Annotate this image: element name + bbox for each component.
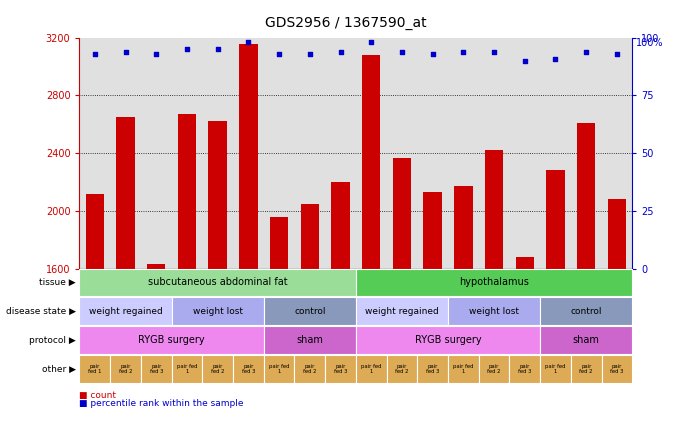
Text: ■ count: ■ count — [79, 392, 117, 400]
Text: sham: sham — [296, 335, 323, 345]
Text: 100%: 100% — [636, 38, 663, 48]
Point — [519, 57, 530, 64]
Text: weight lost: weight lost — [193, 307, 243, 316]
Bar — [547, 170, 565, 269]
Text: sham: sham — [573, 335, 600, 345]
Text: pair
fed 2: pair fed 2 — [211, 364, 225, 374]
Bar — [209, 122, 227, 269]
Point — [274, 50, 285, 57]
Text: pair
fed 2: pair fed 2 — [303, 364, 316, 374]
Bar — [178, 114, 196, 269]
Point — [335, 48, 346, 55]
Point — [612, 50, 623, 57]
Text: control: control — [571, 307, 602, 316]
Text: pair
fed 3: pair fed 3 — [149, 364, 163, 374]
Point — [489, 48, 500, 55]
Bar — [577, 123, 596, 269]
Bar — [515, 257, 534, 269]
Point — [89, 50, 100, 57]
Bar — [239, 44, 258, 269]
Bar — [392, 158, 411, 269]
Text: pair
fed 3: pair fed 3 — [334, 364, 347, 374]
Text: GDS2956 / 1367590_at: GDS2956 / 1367590_at — [265, 16, 426, 30]
Point — [212, 46, 223, 53]
Bar — [301, 204, 319, 269]
Bar — [607, 199, 626, 269]
Bar — [424, 192, 442, 269]
Point — [366, 39, 377, 46]
Text: RYGB surgery: RYGB surgery — [138, 335, 205, 345]
Bar — [270, 217, 288, 269]
Text: pair fed
1: pair fed 1 — [269, 364, 290, 374]
Text: tissue ▶: tissue ▶ — [39, 278, 76, 287]
Point — [427, 50, 438, 57]
Point — [397, 48, 408, 55]
Bar — [331, 182, 350, 269]
Text: weight regained: weight regained — [365, 307, 439, 316]
Bar — [116, 117, 135, 269]
Bar — [362, 55, 381, 269]
Text: weight regained: weight regained — [88, 307, 162, 316]
Bar — [147, 264, 165, 269]
Text: pair fed
1: pair fed 1 — [453, 364, 473, 374]
Text: pair
fed 3: pair fed 3 — [242, 364, 255, 374]
Point — [120, 48, 131, 55]
Text: pair
fed 1: pair fed 1 — [88, 364, 102, 374]
Text: pair
fed 2: pair fed 2 — [395, 364, 408, 374]
Point — [580, 48, 591, 55]
Bar — [86, 194, 104, 269]
Text: subcutaneous abdominal fat: subcutaneous abdominal fat — [148, 278, 287, 287]
Text: pair fed
1: pair fed 1 — [361, 364, 381, 374]
Text: disease state ▶: disease state ▶ — [6, 307, 76, 316]
Text: pair
fed 3: pair fed 3 — [610, 364, 623, 374]
Point — [550, 55, 561, 62]
Point — [151, 50, 162, 57]
Text: pair
fed 2: pair fed 2 — [487, 364, 501, 374]
Text: pair
fed 2: pair fed 2 — [580, 364, 593, 374]
Text: weight lost: weight lost — [469, 307, 519, 316]
Bar — [454, 186, 473, 269]
Text: ■ percentile rank within the sample: ■ percentile rank within the sample — [79, 399, 244, 408]
Point — [182, 46, 193, 53]
Text: pair
fed 3: pair fed 3 — [426, 364, 439, 374]
Text: control: control — [294, 307, 325, 316]
Point — [243, 39, 254, 46]
Bar — [485, 151, 503, 269]
Text: pair
fed 3: pair fed 3 — [518, 364, 531, 374]
Text: other ▶: other ▶ — [42, 365, 76, 373]
Text: RYGB surgery: RYGB surgery — [415, 335, 482, 345]
Text: pair
fed 2: pair fed 2 — [119, 364, 132, 374]
Point — [458, 48, 469, 55]
Text: pair fed
1: pair fed 1 — [545, 364, 566, 374]
Point — [304, 50, 315, 57]
Text: hypothalamus: hypothalamus — [459, 278, 529, 287]
Text: protocol ▶: protocol ▶ — [29, 336, 76, 345]
Text: pair fed
1: pair fed 1 — [177, 364, 197, 374]
